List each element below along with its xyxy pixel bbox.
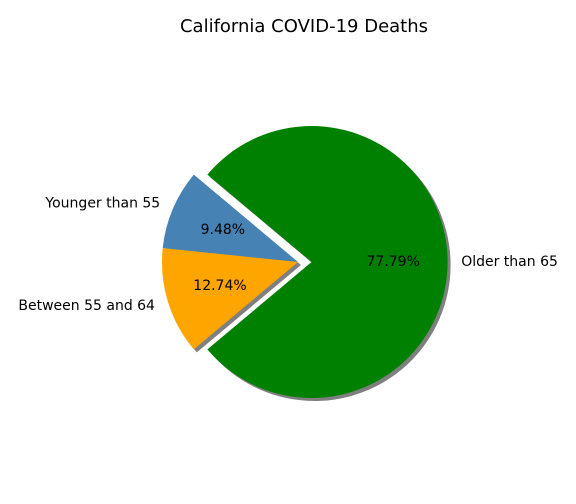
- pct-label-older-than-65: 77.79%: [367, 254, 420, 270]
- pie-slice-younger-than-55: [162, 174, 298, 262]
- pie-slice-between-55-and-64: [161, 248, 298, 350]
- pct-label-between-55-and-64: 12.74%: [193, 278, 246, 294]
- category-label-older-than-65: Older than 65: [461, 254, 558, 270]
- chart-title: California COVID-19 Deaths: [180, 16, 428, 37]
- category-label-younger-than-55: Younger than 55: [44, 196, 160, 212]
- label-group: 9.48% Younger than 55 12.74% Between 55 and…: [18, 196, 558, 314]
- pct-label-younger-than-55: 9.48%: [201, 222, 245, 238]
- slice-group: [161, 126, 448, 399]
- pie-slice-older-than-65: [207, 126, 448, 399]
- category-label-between-55-and-64: Between 55 and 64: [18, 298, 155, 314]
